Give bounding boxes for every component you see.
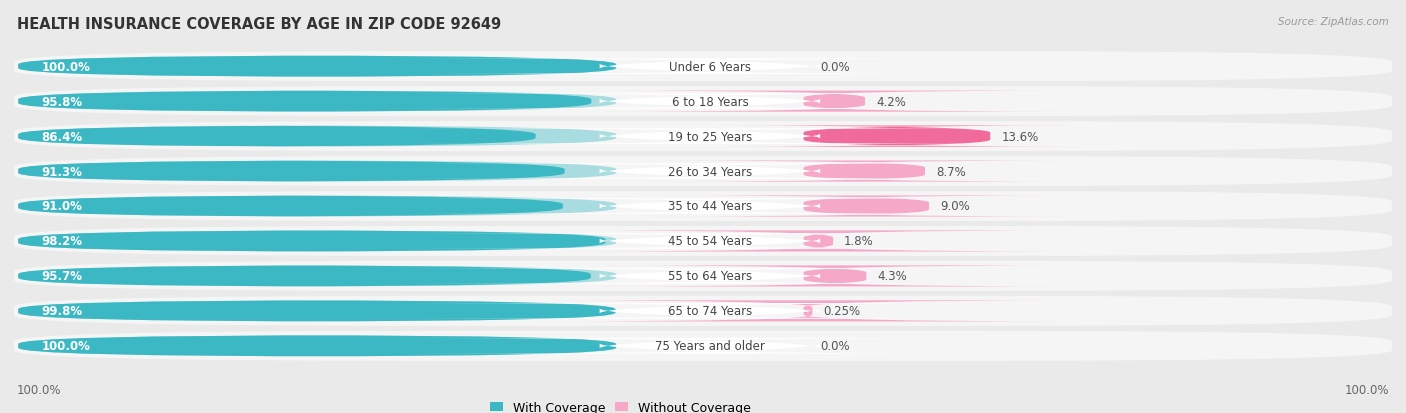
FancyBboxPatch shape [18, 301, 616, 322]
FancyBboxPatch shape [714, 126, 1080, 147]
FancyBboxPatch shape [589, 91, 1080, 112]
Text: 86.4%: 86.4% [42, 130, 83, 143]
Text: 100.0%: 100.0% [1344, 384, 1389, 396]
Text: 100.0%: 100.0% [17, 384, 62, 396]
Text: 0.0%: 0.0% [820, 339, 849, 352]
FancyBboxPatch shape [18, 91, 592, 112]
Text: 95.8%: 95.8% [42, 95, 83, 108]
FancyBboxPatch shape [591, 266, 1080, 287]
FancyBboxPatch shape [406, 233, 1012, 249]
FancyBboxPatch shape [654, 196, 1080, 217]
FancyBboxPatch shape [18, 196, 616, 217]
Text: 0.0%: 0.0% [820, 61, 849, 74]
FancyBboxPatch shape [18, 301, 614, 322]
FancyBboxPatch shape [18, 335, 616, 356]
FancyBboxPatch shape [14, 226, 1392, 256]
Text: 26 to 34 Years: 26 to 34 Years [668, 165, 752, 178]
FancyBboxPatch shape [14, 192, 1392, 221]
FancyBboxPatch shape [14, 122, 1392, 152]
FancyBboxPatch shape [14, 52, 1392, 82]
Text: 9.0%: 9.0% [941, 200, 970, 213]
FancyBboxPatch shape [18, 57, 616, 78]
FancyBboxPatch shape [18, 91, 616, 112]
FancyBboxPatch shape [14, 296, 1392, 326]
FancyBboxPatch shape [18, 231, 606, 252]
FancyBboxPatch shape [537, 301, 1080, 322]
FancyBboxPatch shape [18, 335, 616, 356]
Text: 65 to 74 Years: 65 to 74 Years [668, 305, 752, 318]
Text: Source: ZipAtlas.com: Source: ZipAtlas.com [1278, 17, 1389, 26]
Text: 4.2%: 4.2% [876, 95, 905, 108]
Text: 98.2%: 98.2% [42, 235, 83, 248]
FancyBboxPatch shape [406, 268, 1012, 284]
FancyBboxPatch shape [406, 303, 1012, 319]
Text: 6 to 18 Years: 6 to 18 Years [672, 95, 748, 108]
FancyBboxPatch shape [406, 199, 1012, 214]
Text: 4.3%: 4.3% [877, 270, 907, 283]
Text: 91.3%: 91.3% [42, 165, 83, 178]
Text: HEALTH INSURANCE COVERAGE BY AGE IN ZIP CODE 92649: HEALTH INSURANCE COVERAGE BY AGE IN ZIP … [17, 17, 501, 31]
FancyBboxPatch shape [558, 231, 1080, 252]
FancyBboxPatch shape [650, 161, 1080, 182]
FancyBboxPatch shape [18, 266, 616, 287]
FancyBboxPatch shape [18, 161, 616, 182]
FancyBboxPatch shape [14, 331, 1392, 361]
Text: 95.7%: 95.7% [42, 270, 83, 283]
Text: 55 to 64 Years: 55 to 64 Years [668, 270, 752, 283]
FancyBboxPatch shape [406, 94, 1012, 110]
Text: 8.7%: 8.7% [936, 165, 966, 178]
Text: 45 to 54 Years: 45 to 54 Years [668, 235, 752, 248]
Text: 100.0%: 100.0% [42, 61, 90, 74]
FancyBboxPatch shape [18, 57, 616, 78]
FancyBboxPatch shape [406, 338, 1012, 354]
FancyBboxPatch shape [406, 164, 1012, 180]
FancyBboxPatch shape [18, 266, 591, 287]
FancyBboxPatch shape [18, 126, 616, 147]
FancyBboxPatch shape [18, 161, 565, 182]
FancyBboxPatch shape [406, 129, 1012, 145]
Text: 75 Years and older: 75 Years and older [655, 339, 765, 352]
FancyBboxPatch shape [14, 87, 1392, 117]
FancyBboxPatch shape [14, 261, 1392, 291]
Text: 100.0%: 100.0% [42, 339, 90, 352]
FancyBboxPatch shape [406, 59, 1012, 75]
Text: 91.0%: 91.0% [42, 200, 83, 213]
Text: 19 to 25 Years: 19 to 25 Years [668, 130, 752, 143]
Text: 0.25%: 0.25% [824, 305, 860, 318]
Text: 13.6%: 13.6% [1001, 130, 1039, 143]
Legend: With Coverage, Without Coverage: With Coverage, Without Coverage [491, 401, 751, 413]
Text: Under 6 Years: Under 6 Years [669, 61, 751, 74]
FancyBboxPatch shape [14, 157, 1392, 187]
Text: 35 to 44 Years: 35 to 44 Years [668, 200, 752, 213]
FancyBboxPatch shape [18, 231, 616, 252]
Text: 1.8%: 1.8% [844, 235, 875, 248]
Text: 99.8%: 99.8% [42, 305, 83, 318]
FancyBboxPatch shape [18, 126, 536, 147]
FancyBboxPatch shape [18, 196, 562, 217]
